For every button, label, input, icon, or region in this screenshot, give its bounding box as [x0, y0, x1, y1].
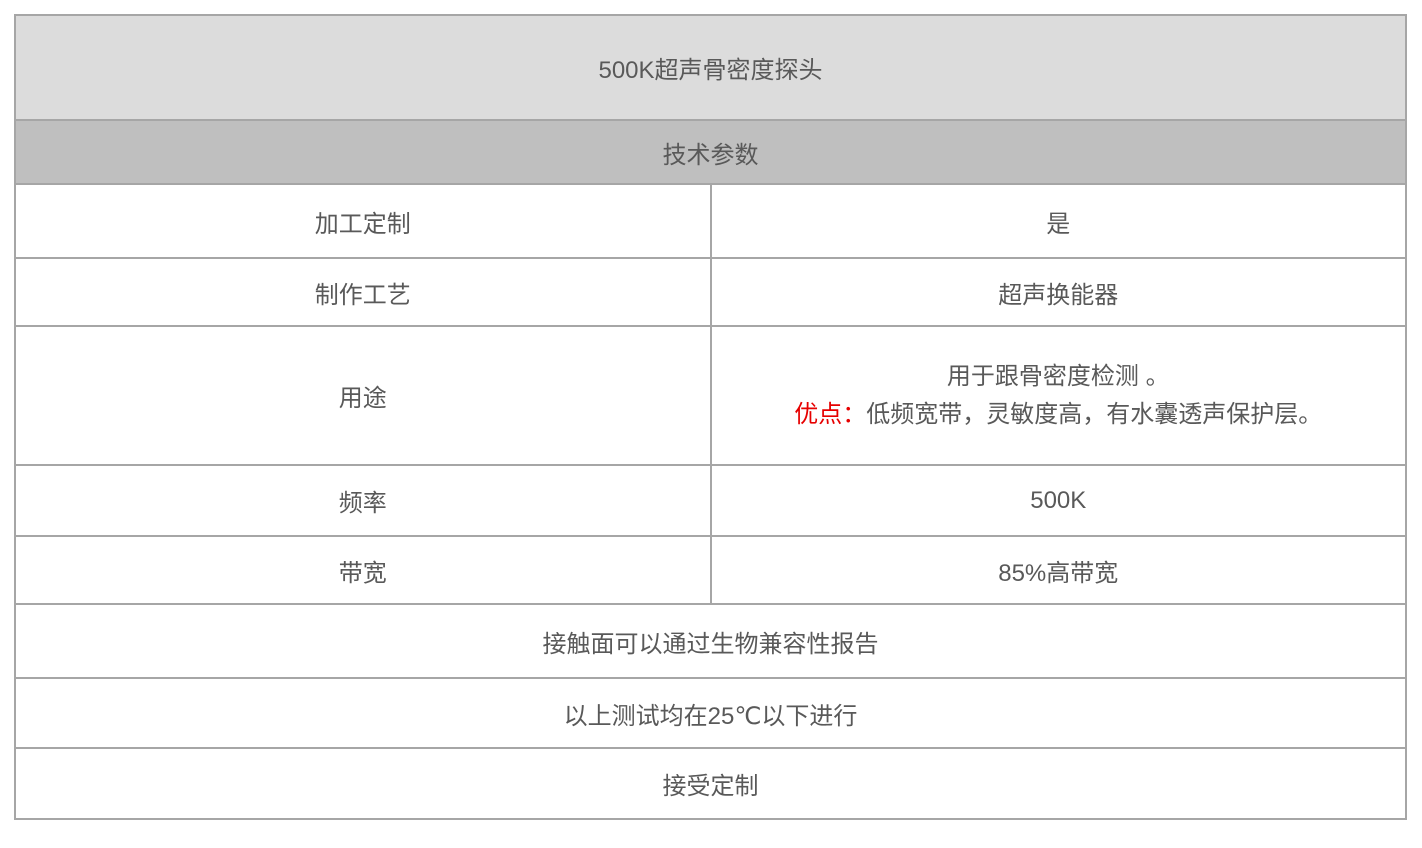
usage-line-1: 用于跟骨密度检测 。 — [946, 363, 1170, 391]
param-value-frequency: 500K — [709, 464, 1407, 537]
note-biocompatibility: 接触面可以通过生物兼容性报告 — [14, 603, 1407, 679]
table-row-craft: 制作工艺 超声换能器 — [14, 257, 1407, 327]
param-value-craft: 超声换能器 — [709, 257, 1407, 327]
param-label-bandwidth: 带宽 — [14, 535, 712, 605]
table-row-note-biocompat: 接触面可以通过生物兼容性报告 — [14, 603, 1407, 679]
usage-advantage-label: 优点： — [794, 400, 867, 428]
param-value-usage: 用于跟骨密度检测 。 优点：低频宽带，灵敏度高，有水囊透声保护层。 — [709, 325, 1407, 466]
note-test-temperature: 以上测试均在25℃以下进行 — [14, 677, 1407, 749]
spec-table: 500K超声骨密度探头 技术参数 加工定制 是 制作工艺 超声换能器 用途 用于… — [14, 14, 1407, 820]
param-label-craft: 制作工艺 — [14, 257, 712, 327]
table-row-note-customization: 接受定制 — [14, 747, 1407, 820]
table-row-custom: 加工定制 是 — [14, 183, 1407, 259]
param-label-frequency: 频率 — [14, 464, 712, 537]
usage-line-2: 优点：低频宽带，灵敏度高，有水囊透声保护层。 — [718, 396, 1400, 433]
table-row-frequency: 频率 500K — [14, 464, 1407, 537]
param-value-bandwidth: 85%高带宽 — [709, 535, 1407, 605]
table-row-usage: 用途 用于跟骨密度检测 。 优点：低频宽带，灵敏度高，有水囊透声保护层。 — [14, 325, 1407, 466]
usage-advantage-text: 低频宽带，灵敏度高，有水囊透声保护层。 — [866, 400, 1323, 428]
table-row-bandwidth: 带宽 85%高带宽 — [14, 535, 1407, 605]
page: 500K超声骨密度探头 技术参数 加工定制 是 制作工艺 超声换能器 用途 用于… — [0, 14, 1422, 848]
param-label-usage: 用途 — [14, 325, 712, 466]
table-row-note-temperature: 以上测试均在25℃以下进行 — [14, 677, 1407, 749]
title-row: 500K超声骨密度探头 — [14, 14, 1407, 121]
param-label-custom: 加工定制 — [14, 183, 712, 259]
section-header: 技术参数 — [14, 119, 1407, 185]
section-header-row: 技术参数 — [14, 119, 1407, 185]
note-accept-customization: 接受定制 — [14, 747, 1407, 820]
param-value-custom: 是 — [709, 183, 1407, 259]
table-title: 500K超声骨密度探头 — [14, 14, 1407, 121]
